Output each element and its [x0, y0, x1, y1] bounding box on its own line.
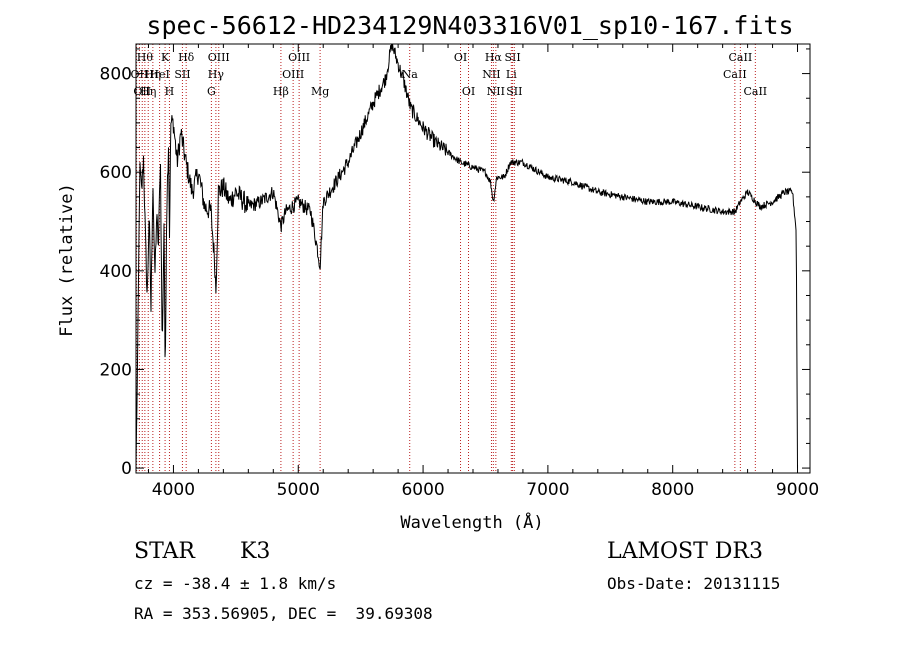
- survey-name: LAMOST DR3: [607, 539, 763, 564]
- line-label: CaII: [729, 51, 753, 64]
- line-label: Hα: [485, 51, 503, 64]
- line-label: HeI: [149, 68, 169, 81]
- line-label: H: [165, 85, 175, 98]
- coordinates: RA = 353.56905, DEC = 39.69308: [134, 604, 433, 623]
- line-label: OII: [133, 85, 151, 98]
- line-label: OIII: [288, 51, 310, 64]
- y-axis-label: Flux (relative): [57, 183, 77, 337]
- y-tick-label: 600: [100, 163, 132, 183]
- line-label: K: [161, 51, 170, 64]
- x-tick-label: 7000: [526, 480, 569, 500]
- line-label: SII: [506, 85, 522, 98]
- line-label: Mg: [311, 85, 329, 98]
- chart-title: spec-56612-HD234129N403316V01_sp10-167.f…: [146, 11, 793, 40]
- line-label: OIII: [208, 51, 230, 64]
- line-label: Hη: [140, 85, 156, 98]
- x-tick-label: 8000: [651, 480, 694, 500]
- x-axis-label: Wavelength (Å): [400, 511, 543, 533]
- line-label: Hθ: [137, 51, 154, 64]
- y-tick-label: 200: [100, 360, 132, 380]
- x-tick-label: 4000: [152, 480, 195, 500]
- x-tick-label: 9000: [776, 480, 819, 500]
- x-tick-label: 5000: [277, 480, 320, 500]
- line-label: OIII: [282, 68, 304, 81]
- plot-frame: [135, 43, 811, 474]
- redshift-cz: cz = -38.4 ± 1.8 km/s: [134, 574, 337, 593]
- y-tick-label: 0: [121, 459, 132, 479]
- line-label: Hδ: [178, 51, 195, 64]
- line-label: OII: [131, 68, 149, 81]
- line-label: G: [207, 85, 216, 98]
- line-label: OI: [454, 51, 467, 64]
- object-class: STAR: [134, 539, 195, 564]
- line-label: Na: [402, 68, 419, 81]
- spectrum-series-line: [135, 43, 798, 469]
- spectral-subclass: K3: [240, 539, 271, 564]
- line-label: Hγ: [208, 68, 225, 81]
- observation-date: Obs-Date: 20131115: [607, 574, 781, 593]
- y-tick-label: 400: [100, 262, 132, 282]
- line-label: SII: [504, 51, 520, 64]
- line-label: OI: [462, 85, 475, 98]
- x-tick-label: 6000: [401, 480, 444, 500]
- line-label: NII: [482, 68, 500, 81]
- line-label: NII: [487, 85, 505, 98]
- axes: 4000 5000 6000 7000 8000 9000 0 200 400 600 800: [100, 44, 819, 500]
- line-label: Li: [506, 68, 517, 81]
- emission-line-markers: OIIOIIHθHηHηHeIKHSIIHδGHγOIIIHβOIIIOIIIM…: [131, 44, 767, 473]
- line-label: CaII: [723, 68, 747, 81]
- line-label: Hη: [145, 68, 161, 81]
- line-label: Hβ: [273, 85, 289, 98]
- line-label: SII: [174, 68, 190, 81]
- line-label: CaII: [743, 85, 767, 98]
- y-tick-label: 800: [100, 65, 132, 85]
